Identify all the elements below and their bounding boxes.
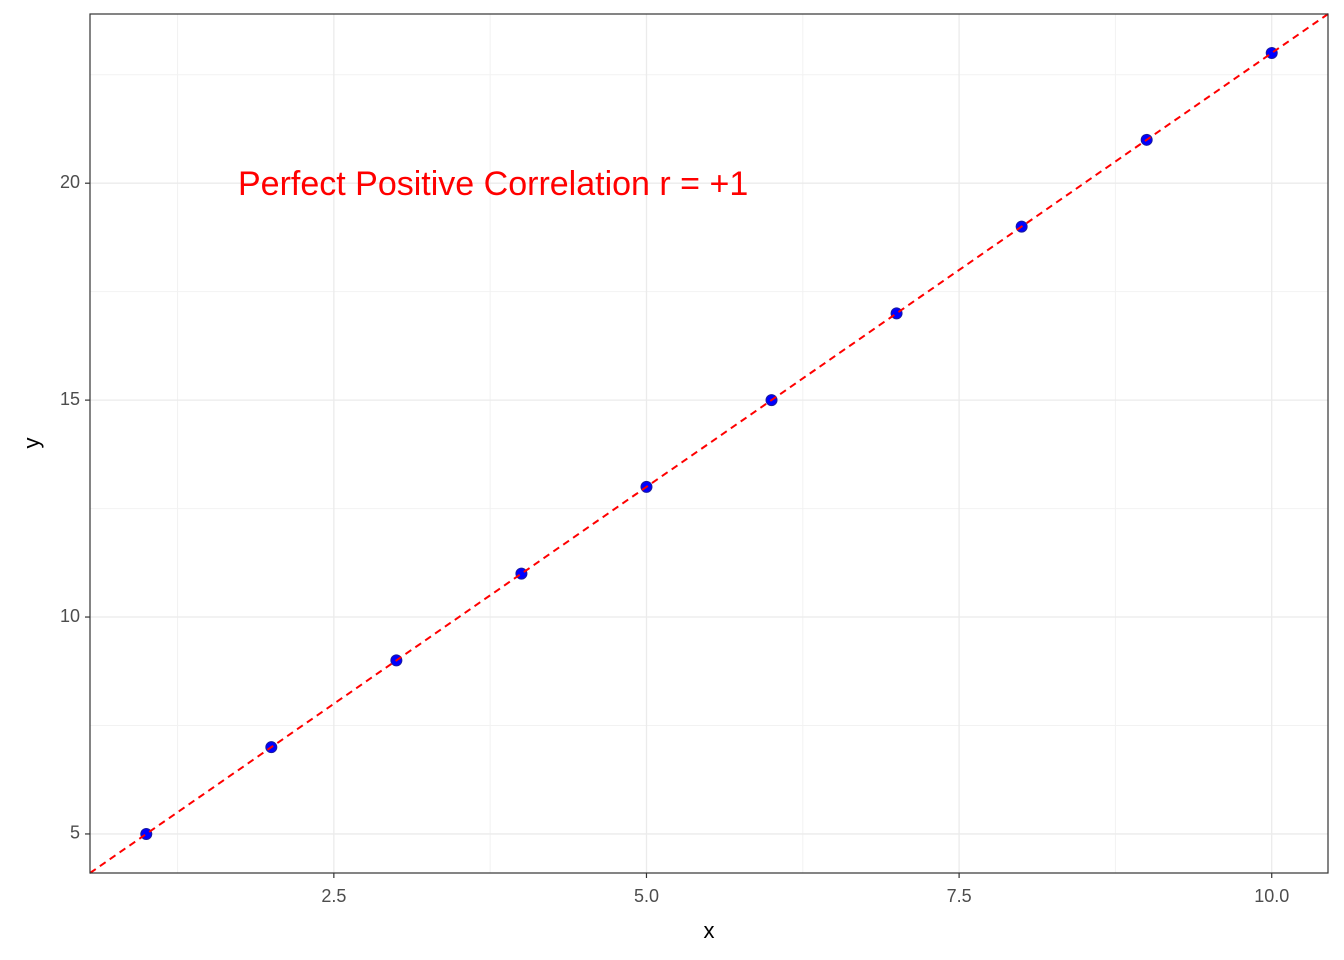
x-tick-label: 5.0 [634, 886, 659, 906]
y-tick-label: 15 [60, 389, 80, 409]
x-tick-label: 10.0 [1254, 886, 1289, 906]
x-tick-label: 2.5 [321, 886, 346, 906]
panel-border [89, 13, 1329, 874]
marks [89, 13, 1329, 874]
x-axis-title: x [704, 918, 715, 943]
y-tick-label: 10 [60, 606, 80, 626]
grid [90, 14, 1328, 873]
y-tick-label: 20 [60, 172, 80, 192]
annotation: Perfect Positive Correlation r = +1 [238, 165, 748, 203]
x-tick-label: 7.5 [947, 886, 972, 906]
y-axis-title: y [19, 438, 44, 449]
y-tick-label: 5 [70, 823, 80, 843]
